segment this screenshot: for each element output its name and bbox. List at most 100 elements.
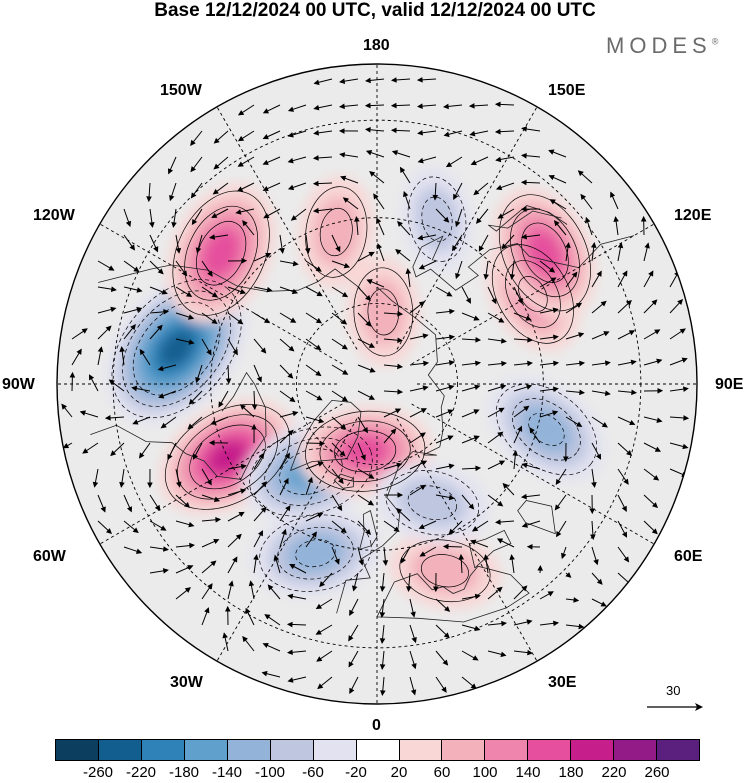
wind-arrow-head — [469, 130, 476, 137]
wind-arrow-head — [553, 360, 560, 367]
wind-arrow-head — [455, 220, 461, 228]
wind-arrow-head — [560, 552, 567, 560]
wind-arrow-head — [287, 132, 294, 138]
wind-arrow-head — [483, 274, 489, 280]
wind-arrow-head — [315, 370, 322, 377]
wind-arrow-head — [470, 683, 477, 690]
wind-arrow-head — [204, 607, 210, 614]
wind-arrow-head — [443, 216, 450, 223]
wind-arrow-head — [501, 243, 508, 250]
wind-arrow-head — [474, 384, 481, 391]
wind-arrow-head — [448, 528, 455, 535]
wind-arrow-head — [565, 242, 571, 248]
colorbar-swatch — [356, 740, 400, 760]
wind-arrow-head — [578, 332, 585, 338]
anomaly-contour — [319, 207, 353, 257]
wind-arrow-head — [287, 372, 294, 379]
wind-arrow-head — [365, 294, 371, 301]
wind-arrow-head — [213, 163, 220, 170]
wind-arrow-head — [400, 557, 406, 564]
colorbar-tick-label: 140 — [515, 764, 541, 781]
wind-arrow-head — [290, 317, 297, 323]
wind-arrow-head — [187, 423, 194, 430]
wind-arrow-head — [260, 506, 267, 513]
wind-arrow-head — [521, 585, 528, 592]
wind-arrow-head — [630, 359, 637, 366]
wind-arrow-head — [163, 309, 170, 315]
wind-arrow-head — [110, 450, 117, 457]
wind-arrow-head — [287, 106, 295, 112]
wind-arrow-head — [390, 127, 397, 134]
wind-arrow-head — [100, 506, 106, 513]
anomaly-blob — [202, 228, 240, 278]
wind-arrow-head — [312, 180, 319, 187]
wind-arrow-head — [473, 409, 480, 415]
wind-arrow-head — [206, 349, 212, 356]
wind-arrow-head — [578, 623, 585, 630]
wind-arrow-head — [315, 317, 323, 324]
modes-logo: MODES® — [606, 33, 718, 59]
wind-arrow-head — [548, 149, 555, 155]
wind-arrow-head — [442, 103, 449, 110]
colorbar-tick-label: 220 — [601, 764, 627, 781]
colorbar-tick-label: -180 — [168, 764, 200, 781]
wind-arrow-head — [397, 337, 404, 344]
wind-arrow-head — [248, 580, 255, 587]
wind-arrow-head — [379, 638, 386, 645]
wind-vectors — [61, 77, 690, 697]
wind-arrow-head — [396, 507, 403, 514]
lon-label-90w: 90W — [2, 376, 35, 393]
wind-arrow-head — [470, 159, 477, 166]
wind-arrow-head — [681, 357, 688, 363]
wind-arrow-head — [391, 150, 399, 156]
wind-arrow-head — [390, 77, 397, 83]
wind-arrow-head — [419, 551, 426, 557]
coastline — [359, 510, 378, 550]
wind-arrow-head — [251, 404, 258, 411]
wind-arrow-head — [406, 586, 412, 593]
wind-arrow-head — [349, 609, 355, 616]
wind-arrow-head — [108, 379, 115, 386]
wind-arrow-head — [187, 565, 194, 571]
wind-arrow-head — [218, 401, 224, 408]
wind-arrow-head — [526, 619, 533, 625]
anomaly-blob — [520, 405, 573, 453]
wind-arrow-head — [651, 502, 659, 509]
wind-arrow-head — [341, 291, 349, 298]
anomaly-contour — [189, 424, 266, 490]
meridian-line — [99, 403, 343, 545]
wind-arrow-head — [362, 427, 368, 434]
wind-arrow-head — [263, 213, 270, 219]
coastline — [290, 399, 362, 471]
wind-arrow-head — [167, 453, 173, 461]
wind-arrow-head — [593, 559, 599, 566]
wind-arrow-head — [138, 452, 145, 459]
wind-arrow-head — [273, 554, 280, 561]
wind-arrow-head — [420, 460, 428, 466]
wind-arrow-head — [473, 435, 480, 441]
wind-arrow-head — [521, 462, 528, 469]
anomaly-contour — [184, 205, 259, 301]
wind-arrow-head — [365, 528, 372, 536]
wind-arrow-head — [628, 330, 635, 336]
anomaly-contour — [279, 448, 343, 495]
wind-arrow-head — [211, 212, 218, 219]
wind-arrow-head — [379, 664, 386, 671]
wind-arrow-head — [446, 291, 453, 297]
coastline — [488, 205, 568, 232]
anomaly-contour — [264, 437, 358, 506]
wind-arrow-head — [399, 166, 406, 174]
wind-arrow-head — [290, 215, 297, 221]
wind-arrow-head — [527, 649, 534, 656]
wind-arrow-head — [553, 334, 559, 340]
meridian-line — [99, 223, 343, 365]
wind-arrow-head — [579, 360, 586, 367]
wind-arrow-head — [208, 439, 215, 446]
wind-arrow-head — [411, 663, 417, 670]
anomaly-contour — [132, 301, 221, 396]
wind-arrow-head — [575, 302, 583, 309]
wind-arrow-head — [149, 222, 155, 228]
wind-arrow-head — [340, 175, 347, 182]
anomaly-contour — [528, 412, 565, 446]
